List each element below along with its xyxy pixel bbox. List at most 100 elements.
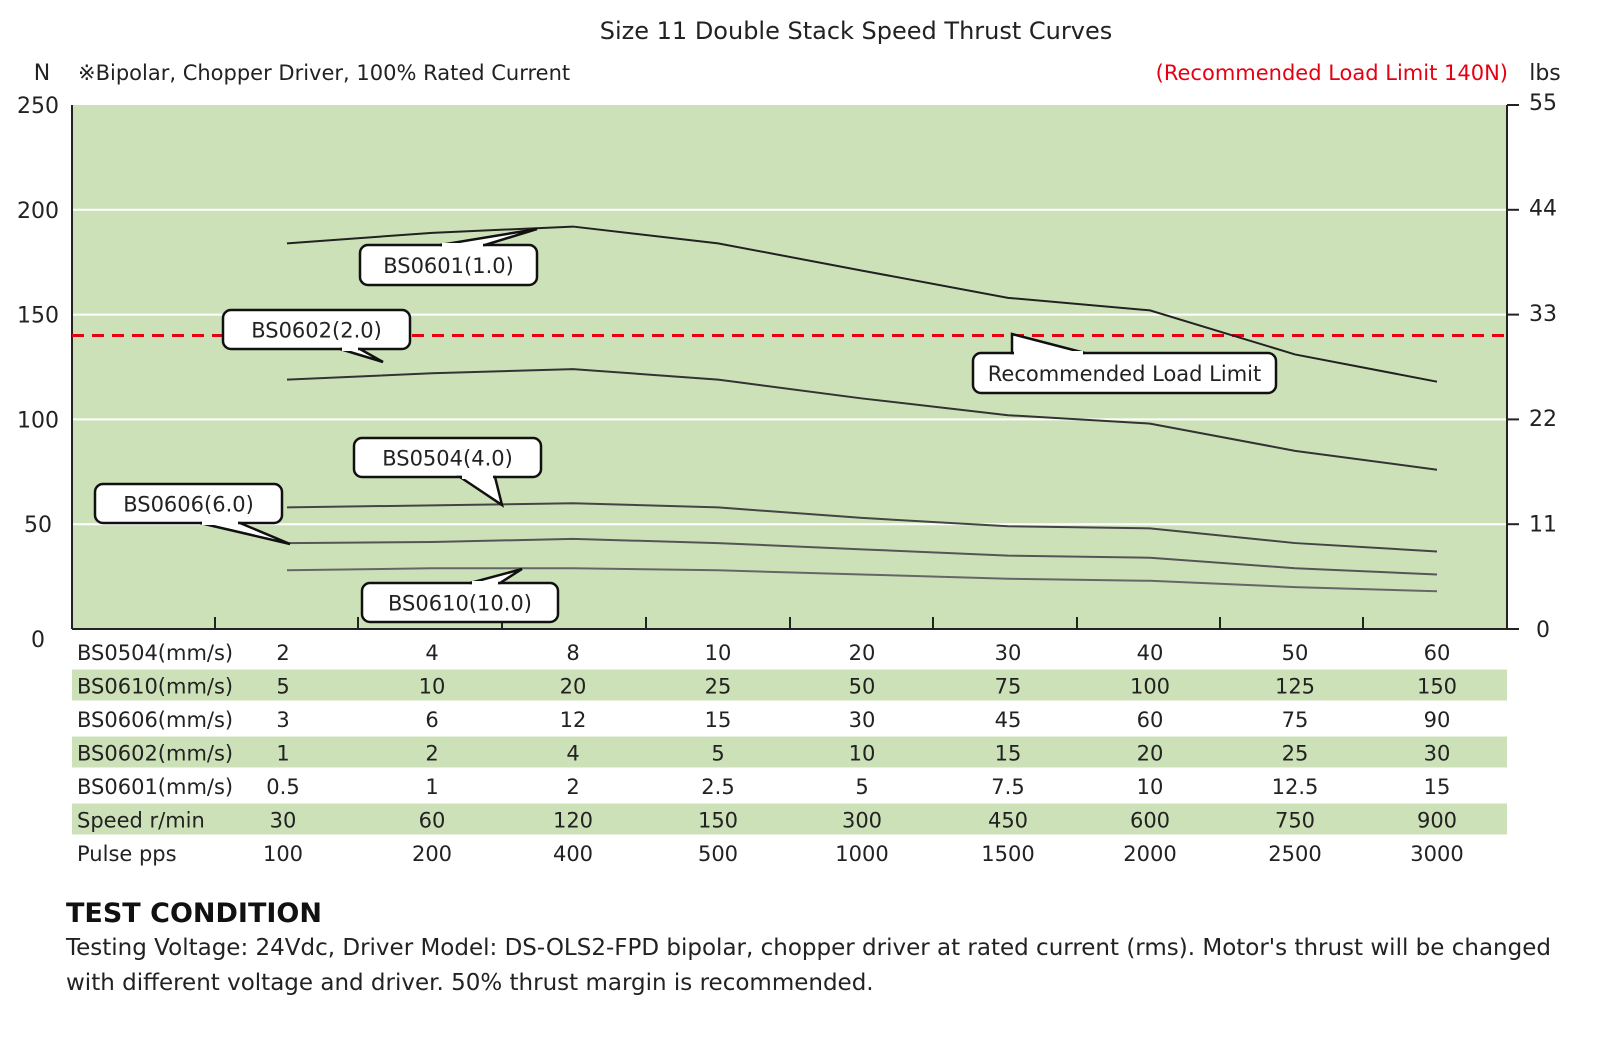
y-right-tick-label: 44 [1529,196,1557,221]
table-row-label: BS0610(mm/s) [77,675,233,699]
y-right-tick-label: 33 [1529,302,1557,327]
table-cell: 20 [1137,742,1164,766]
chart-title: Size 11 Double Stack Speed Thrust Curves [600,17,1112,45]
series-line-bs0504 [286,502,1438,553]
table-cell: 125 [1275,675,1315,699]
table-cell: 75 [995,675,1022,699]
table-cell: 900 [1417,809,1457,833]
plot-area [72,105,1507,629]
table-cell: 150 [1417,675,1457,699]
table-cell: 750 [1275,809,1315,833]
callout-label: BS0606(6.0) [123,493,254,517]
table-cell: 30 [270,809,297,833]
callout-box [360,581,560,624]
table-cell: 4 [566,742,579,766]
table-row-band [72,736,1507,768]
callout-box [352,436,543,479]
table-cell: 30 [849,708,876,732]
table-cell: 60 [419,809,446,833]
table-cell: 400 [553,842,593,866]
table-row-label: BS0601(mm/s) [77,775,233,799]
table-cell: 60 [1137,708,1164,732]
table-cell: 25 [705,675,732,699]
table-row-label: Speed r/min [77,809,205,833]
table-cell: 20 [849,641,876,665]
table-cell: 8 [566,641,579,665]
table-cell: 50 [1282,641,1309,665]
table-cell: 2 [276,641,289,665]
table-cell: 5 [711,742,724,766]
table-cell: 2000 [1123,842,1176,866]
table-cell: 1500 [981,842,1034,866]
table-cell: 1000 [835,842,888,866]
table-cell: 90 [1424,708,1451,732]
table-cell: 6 [425,708,438,732]
table-cell: 200 [412,842,452,866]
table-cell: 120 [553,809,593,833]
table-cell: 600 [1130,809,1170,833]
table-cell: 3 [276,708,289,732]
y-right-tick-label: 55 [1529,91,1557,116]
table-cell: 2 [425,742,438,766]
table-row-band [72,803,1507,835]
callout-label: BS0601(1.0) [383,254,514,278]
table-cell: 150 [698,809,738,833]
table-cell: 1 [425,775,438,799]
y-tick-label: 0 [31,628,45,653]
table-cell: 100 [263,842,303,866]
table-row-label: BS0504(mm/s) [77,641,233,665]
table-cell: 0.5 [266,775,299,799]
series-line-bs0602 [286,368,1438,471]
table-cell: 5 [276,675,289,699]
y-right-tick-label: 22 [1529,407,1557,432]
table-cell: 2500 [1268,842,1321,866]
table-cell: 10 [849,742,876,766]
table-cell: 30 [995,641,1022,665]
callout-box [971,351,1278,395]
table-cell: 100 [1130,675,1170,699]
table-cell: 4 [425,641,438,665]
callout-box [93,482,284,525]
series-line-bs0606 [286,537,1438,576]
y-tick-label: 100 [17,408,59,433]
chart-subtitle: ※Bipolar, Chopper Driver, 100% Rated Cur… [78,61,570,85]
table-cell: 12 [560,708,587,732]
table-cell: 15 [1424,775,1451,799]
callout-label: BS0610(10.0) [388,592,532,616]
callout-box [221,308,412,351]
table-cell: 15 [705,708,732,732]
callout-label: Recommended Load Limit [988,362,1261,386]
series-line-bs0601 [286,225,1438,383]
table-cell: 1 [276,742,289,766]
series-line-bs0610 [286,567,1438,593]
y-tick-label: 50 [24,513,52,538]
table-cell: 300 [842,809,882,833]
table-row-label: BS0606(mm/s) [77,708,233,732]
table-cell: 450 [988,809,1028,833]
y-tick-label: 200 [17,199,59,224]
table-cell: 12.5 [1272,775,1319,799]
test-condition: TEST CONDITION Testing Voltage: 24Vdc, D… [66,898,1566,1001]
table-cell: 40 [1137,641,1164,665]
table-cell: 10 [419,675,446,699]
table-cell: 75 [1282,708,1309,732]
table-cell: 5 [855,775,868,799]
callout-label: BS0504(4.0) [382,447,513,471]
table-cell: 2 [566,775,579,799]
table-cell: 10 [705,641,732,665]
callout-label: BS0602(2.0) [251,319,382,343]
table-row-band [72,669,1507,701]
table-cell: 2.5 [701,775,734,799]
table-cell: 60 [1424,641,1451,665]
table-cell: 25 [1282,742,1309,766]
test-condition-heading: TEST CONDITION [66,898,322,929]
y-right-tick-label: 0 [1536,618,1550,643]
y-right-tick-label: 11 [1529,513,1557,538]
table-cell: 10 [1137,775,1164,799]
table-cell: 3000 [1410,842,1463,866]
table-row-label: BS0602(mm/s) [77,742,233,766]
table-cell: 7.5 [991,775,1024,799]
test-condition-text: Testing Voltage: 24Vdc, Driver Model: DS… [66,935,1551,996]
table-cell: 500 [698,842,738,866]
